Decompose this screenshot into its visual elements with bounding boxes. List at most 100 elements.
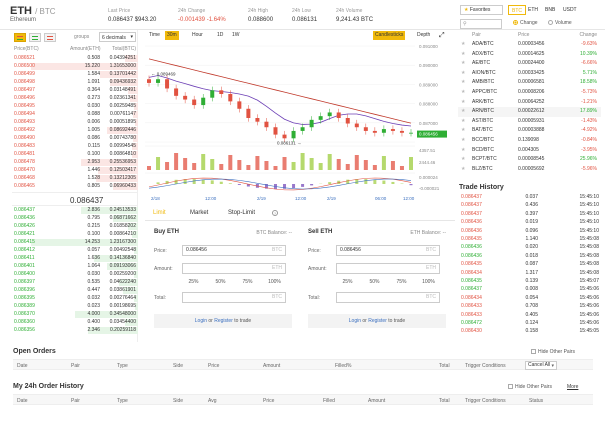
star-icon[interactable]: ★ (461, 60, 466, 67)
star-icon[interactable]: ★ (461, 108, 466, 115)
star-icon[interactable]: ★ (461, 165, 466, 172)
ask-row[interactable]: 0.086498 1.091 0.09436932 (12, 79, 138, 86)
bid-row[interactable]: 0.086396 0.447 0.03861901 (12, 287, 138, 294)
market-row[interactable]: ★ ADX/BTC 0.00014625 10.39% (458, 50, 601, 60)
market-row[interactable]: ★ AMB/BTC 0.00006581 18.58% (458, 78, 601, 88)
bid-row[interactable]: 0.086356 2.346 0.20259118 (12, 327, 138, 334)
bid-row[interactable]: 0.086412 0.057 0.00492548 (12, 247, 138, 254)
market-tab-bnb[interactable]: BNB (545, 7, 556, 13)
sell-50-button[interactable]: 50% (369, 279, 380, 285)
market-row[interactable]: ★ ARN/BTC 0.00022612 17.89% (458, 107, 601, 117)
candlesticks-button[interactable]: Candlesticks (373, 31, 406, 40)
sell-amount-input[interactable]: ETH (336, 263, 440, 274)
ask-row[interactable]: 0.086483 0.115 0.00994545 (12, 143, 138, 150)
fullscreen-icon[interactable]: ⤢ (439, 32, 445, 39)
market-row[interactable]: ★ BCPT/BTC 0.00008545 25.96% (458, 155, 601, 165)
market-row[interactable]: ★ AE/BTC 0.00024400 -6.66% (458, 59, 601, 69)
ask-row[interactable]: 0.086497 0.364 0.03148491 (12, 87, 138, 94)
volume-radio[interactable]: Volume (548, 20, 572, 26)
favorites-button[interactable]: ★ Favorites (460, 5, 503, 15)
market-row[interactable]: ★ ARK/BTC 0.00064252 -1.21% (458, 98, 601, 108)
bid-row[interactable]: 0.086426 0.215 0.01858202 (12, 223, 138, 230)
star-icon[interactable]: ★ (461, 146, 466, 153)
bid-row[interactable]: 0.086389 0.023 0.00198695 (12, 303, 138, 310)
interval-1d[interactable]: 1D (217, 32, 224, 38)
login-link[interactable]: Login (348, 318, 361, 324)
interval-hour[interactable]: Hour (192, 32, 203, 38)
login-link[interactable]: Login (194, 318, 207, 324)
ask-row[interactable]: 0.086496 0.273 0.02361341 (12, 95, 138, 102)
interval-30m[interactable]: 30m (165, 31, 179, 40)
bid-row[interactable]: 0.086411 1.636 0.14136840 (12, 255, 138, 262)
buy-100-button[interactable]: 100% (268, 279, 281, 285)
tab-stop-limit[interactable]: Stop-Limit (228, 210, 256, 216)
ask-row[interactable]: 0.086490 0.086 0.00743780 (12, 135, 138, 142)
buy-75-button[interactable]: 75% (242, 279, 253, 285)
register-link[interactable]: Register (368, 318, 387, 324)
star-icon[interactable]: ★ (461, 50, 466, 57)
market-tab-btc[interactable]: BTC (508, 5, 526, 15)
bid-row[interactable]: 0.086421 0.100 0.00864210 (12, 231, 138, 238)
more-link[interactable]: More (567, 384, 579, 390)
star-icon[interactable]: ★ (461, 41, 466, 47)
hide-other-pairs-history-checkbox[interactable]: Hide Other Pairs (508, 384, 552, 390)
bid-row[interactable]: 0.086400 0.030 0.00259200 (12, 271, 138, 278)
bid-row[interactable]: 0.086436 0.795 0.06871662 (12, 215, 138, 222)
ask-row[interactable]: 0.086493 0.006 0.00051895 (12, 119, 138, 126)
price-chart[interactable]: 4357.51 2444.46 0.000024 -0.000021 0.09100… (145, 42, 455, 204)
star-icon[interactable]: ★ (461, 98, 466, 105)
book-both-view-icon[interactable] (14, 33, 26, 42)
buy-25-button[interactable]: 25% (188, 279, 199, 285)
cancel-all-select[interactable]: Cancel All ▾ (525, 361, 557, 370)
tab-market[interactable]: Market (190, 210, 209, 216)
ask-row[interactable]: 0.086465 0.805 0.06960433 (12, 183, 138, 190)
market-row[interactable]: ★ ADA/BTC 0.00003456 -9.63% (458, 40, 601, 50)
market-row[interactable]: ★ APPC/BTC 0.00008206 -5.73% (458, 88, 601, 98)
ask-row[interactable]: 0.086492 1.005 0.08692446 (12, 127, 138, 134)
market-row[interactable]: ★ AST/BTC 0.00005931 -1.43% (458, 117, 601, 127)
market-search-input[interactable]: ⚲ (460, 19, 502, 29)
decimals-select[interactable]: 6 decimals ▾ (99, 32, 136, 42)
buy-total-input[interactable]: BTC (182, 292, 286, 303)
ask-row[interactable]: 0.086478 2.953 0.25536953 (12, 159, 138, 166)
star-icon[interactable]: ★ (461, 127, 466, 134)
bid-row[interactable]: 0.086370 4.000 0.34548000 (12, 311, 138, 318)
star-icon[interactable]: ★ (461, 69, 466, 76)
star-icon[interactable]: ★ (461, 89, 466, 95)
register-link[interactable]: Register (214, 318, 233, 324)
buy-amount-input[interactable]: ETH (182, 263, 286, 274)
market-row[interactable]: ★ BLZ/BTC 0.00005692 -5.96% (458, 165, 601, 175)
sell-total-input[interactable]: BTC (336, 292, 440, 303)
sell-25-button[interactable]: 25% (342, 279, 353, 285)
book-asks-view-icon[interactable] (44, 33, 56, 42)
ask-row[interactable]: 0.086468 1.528 0.13212305 (12, 175, 138, 182)
ask-row[interactable]: 0.086494 0.088 0.00761147 (12, 111, 138, 118)
star-icon[interactable]: ★ (461, 79, 466, 86)
ask-row[interactable]: 0.086499 1.584 0.13701442 (12, 71, 138, 78)
sell-75-button[interactable]: 75% (396, 279, 407, 285)
bid-row[interactable]: 0.086401 1.064 0.09193066 (12, 263, 138, 270)
sell-price-input[interactable]: 0.086456 BTC (336, 245, 440, 256)
buy-price-input[interactable]: 0.086456 BTC (182, 245, 286, 256)
ask-row[interactable]: 0.086521 0.508 0.04394251 (12, 55, 138, 62)
interval-1w[interactable]: 1W (232, 32, 240, 38)
ask-row[interactable]: 0.086481 0.100 0.00864810 (12, 151, 138, 158)
market-row[interactable]: ★ AION/BTC 0.00033425 5.71% (458, 69, 601, 79)
depth-button[interactable]: Depth (417, 32, 431, 38)
market-tab-eth[interactable]: ETH (528, 7, 538, 13)
bid-row[interactable]: 0.086397 0.535 0.04622240 (12, 279, 138, 286)
star-icon[interactable]: ★ (461, 137, 466, 143)
market-tab-usdt[interactable]: USDT (563, 7, 577, 13)
ask-row[interactable]: 0.086495 0.030 0.00259485 (12, 103, 138, 110)
star-icon[interactable]: ★ (461, 117, 466, 124)
ask-row[interactable]: 0.086470 1.446 0.12503417 (12, 167, 138, 174)
tab-limit[interactable]: Limit (153, 210, 166, 216)
hide-other-pairs-checkbox[interactable]: Hide Other Pairs (531, 349, 575, 355)
book-bids-view-icon[interactable] (29, 33, 41, 42)
star-icon[interactable]: ★ (461, 156, 466, 163)
market-row[interactable]: ★ BAT/BTC 0.00003888 -4.92% (458, 126, 601, 136)
buy-50-button[interactable]: 50% (215, 279, 226, 285)
sell-100-button[interactable]: 100% (422, 279, 435, 285)
market-row[interactable]: ★ BCD/BTC 0.004305 -3.95% (458, 146, 601, 156)
change-radio[interactable]: Change (513, 20, 538, 26)
